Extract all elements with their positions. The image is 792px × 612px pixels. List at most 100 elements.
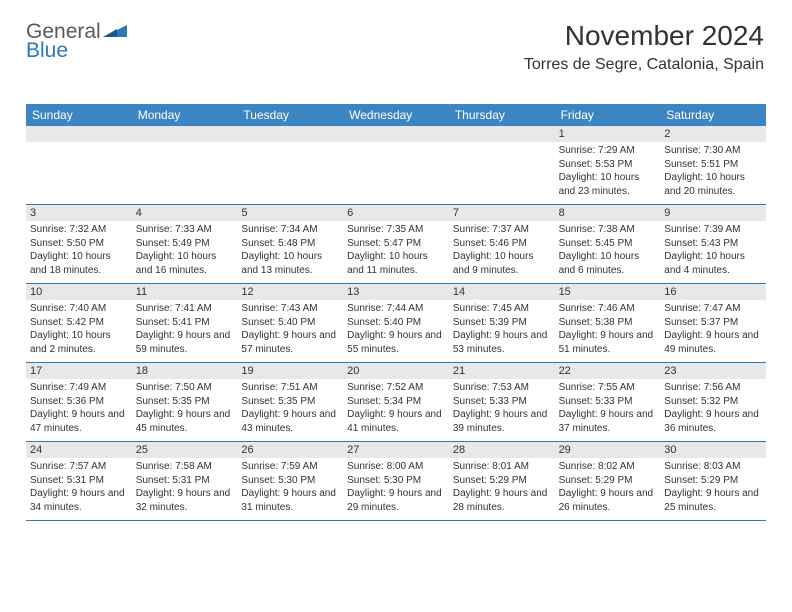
day-detail: Sunrise: 7:53 AMSunset: 5:33 PMDaylight:… — [453, 381, 551, 435]
daylight-label: Daylight: 9 hours and 47 minutes. — [30, 409, 125, 434]
day-detail: Sunrise: 7:32 AMSunset: 5:50 PMDaylight:… — [30, 223, 128, 277]
day-number: 30 — [660, 442, 766, 458]
calendar-cell: 15Sunrise: 7:46 AMSunset: 5:38 PMDayligh… — [555, 284, 661, 362]
sunrise-label: Sunrise: 7:50 AM — [136, 382, 212, 393]
sunset-label: Sunset: 5:38 PM — [559, 317, 633, 328]
sunrise-label: Sunrise: 7:58 AM — [136, 461, 212, 472]
day-number: 21 — [449, 363, 555, 379]
day-number: 17 — [26, 363, 132, 379]
weekday-header: SundayMondayTuesdayWednesdayThursdayFrid… — [26, 104, 766, 126]
calendar-cell: 1Sunrise: 7:29 AMSunset: 5:53 PMDaylight… — [555, 126, 661, 204]
weekday-label: Saturday — [660, 104, 766, 126]
day-number — [449, 126, 555, 142]
month-title: November 2024 — [524, 20, 764, 52]
calendar-cell: 14Sunrise: 7:45 AMSunset: 5:39 PMDayligh… — [449, 284, 555, 362]
day-detail: Sunrise: 7:57 AMSunset: 5:31 PMDaylight:… — [30, 460, 128, 514]
calendar-cell: 5Sunrise: 7:34 AMSunset: 5:48 PMDaylight… — [237, 205, 343, 283]
day-detail: Sunrise: 7:45 AMSunset: 5:39 PMDaylight:… — [453, 302, 551, 356]
sunrise-label: Sunrise: 7:34 AM — [241, 224, 317, 235]
day-number: 22 — [555, 363, 661, 379]
day-detail: Sunrise: 7:50 AMSunset: 5:35 PMDaylight:… — [136, 381, 234, 435]
logo-word-blue: Blue — [26, 39, 68, 62]
calendar-cell: 20Sunrise: 7:52 AMSunset: 5:34 PMDayligh… — [343, 363, 449, 441]
sunrise-label: Sunrise: 7:51 AM — [241, 382, 317, 393]
day-number: 10 — [26, 284, 132, 300]
daylight-label: Daylight: 10 hours and 13 minutes. — [241, 251, 322, 276]
sunset-label: Sunset: 5:50 PM — [30, 238, 104, 249]
sunset-label: Sunset: 5:47 PM — [347, 238, 421, 249]
calendar-cell: 29Sunrise: 8:02 AMSunset: 5:29 PMDayligh… — [555, 442, 661, 520]
calendar-cell: 7Sunrise: 7:37 AMSunset: 5:46 PMDaylight… — [449, 205, 555, 283]
daylight-label: Daylight: 10 hours and 23 minutes. — [559, 172, 640, 197]
sunrise-label: Sunrise: 7:53 AM — [453, 382, 529, 393]
daylight-label: Daylight: 9 hours and 59 minutes. — [136, 330, 231, 355]
daylight-label: Daylight: 10 hours and 20 minutes. — [664, 172, 745, 197]
daylight-label: Daylight: 9 hours and 25 minutes. — [664, 488, 759, 513]
day-number — [26, 126, 132, 142]
sunset-label: Sunset: 5:35 PM — [241, 396, 315, 407]
day-detail: Sunrise: 7:51 AMSunset: 5:35 PMDaylight:… — [241, 381, 339, 435]
calendar-cell: 2Sunrise: 7:30 AMSunset: 5:51 PMDaylight… — [660, 126, 766, 204]
daylight-label: Daylight: 10 hours and 6 minutes. — [559, 251, 640, 276]
sunset-label: Sunset: 5:53 PM — [559, 159, 633, 170]
day-number — [237, 126, 343, 142]
day-detail: Sunrise: 7:49 AMSunset: 5:36 PMDaylight:… — [30, 381, 128, 435]
sunrise-label: Sunrise: 7:46 AM — [559, 303, 635, 314]
day-number: 4 — [132, 205, 238, 221]
sunset-label: Sunset: 5:42 PM — [30, 317, 104, 328]
day-number: 28 — [449, 442, 555, 458]
daylight-label: Daylight: 9 hours and 32 minutes. — [136, 488, 231, 513]
calendar-cell — [26, 126, 132, 204]
day-number: 2 — [660, 126, 766, 142]
day-number: 11 — [132, 284, 238, 300]
sunset-label: Sunset: 5:30 PM — [241, 475, 315, 486]
day-number: 15 — [555, 284, 661, 300]
day-detail: Sunrise: 8:02 AMSunset: 5:29 PMDaylight:… — [559, 460, 657, 514]
day-detail: Sunrise: 7:43 AMSunset: 5:40 PMDaylight:… — [241, 302, 339, 356]
day-number: 6 — [343, 205, 449, 221]
daylight-label: Daylight: 9 hours and 55 minutes. — [347, 330, 442, 355]
daylight-label: Daylight: 9 hours and 36 minutes. — [664, 409, 759, 434]
sunset-label: Sunset: 5:39 PM — [453, 317, 527, 328]
sunset-label: Sunset: 5:46 PM — [453, 238, 527, 249]
logo: General Blue — [26, 22, 129, 61]
daylight-label: Daylight: 10 hours and 4 minutes. — [664, 251, 745, 276]
sunset-label: Sunset: 5:31 PM — [136, 475, 210, 486]
calendar-cell: 10Sunrise: 7:40 AMSunset: 5:42 PMDayligh… — [26, 284, 132, 362]
sunset-label: Sunset: 5:29 PM — [664, 475, 738, 486]
daylight-label: Daylight: 10 hours and 9 minutes. — [453, 251, 534, 276]
day-number: 7 — [449, 205, 555, 221]
sunset-label: Sunset: 5:33 PM — [453, 396, 527, 407]
weekday-label: Wednesday — [343, 104, 449, 126]
calendar-week: 10Sunrise: 7:40 AMSunset: 5:42 PMDayligh… — [26, 284, 766, 363]
day-detail: Sunrise: 7:55 AMSunset: 5:33 PMDaylight:… — [559, 381, 657, 435]
daylight-label: Daylight: 9 hours and 57 minutes. — [241, 330, 336, 355]
sunset-label: Sunset: 5:48 PM — [241, 238, 315, 249]
day-detail: Sunrise: 8:01 AMSunset: 5:29 PMDaylight:… — [453, 460, 551, 514]
sunset-label: Sunset: 5:36 PM — [30, 396, 104, 407]
sunset-label: Sunset: 5:32 PM — [664, 396, 738, 407]
daylight-label: Daylight: 10 hours and 2 minutes. — [30, 330, 111, 355]
calendar-week: 24Sunrise: 7:57 AMSunset: 5:31 PMDayligh… — [26, 442, 766, 521]
day-number: 19 — [237, 363, 343, 379]
day-detail: Sunrise: 7:39 AMSunset: 5:43 PMDaylight:… — [664, 223, 762, 277]
sunset-label: Sunset: 5:31 PM — [30, 475, 104, 486]
day-detail: Sunrise: 7:34 AM Sunset: 5:48 PM Daylight:… — [241, 223, 339, 277]
calendar-cell: 13Sunrise: 7:44 AMSunset: 5:40 PMDayligh… — [343, 284, 449, 362]
sunrise-label: Sunrise: 7:55 AM — [559, 382, 635, 393]
day-detail: Sunrise: 7:56 AMSunset: 5:32 PMDaylight:… — [664, 381, 762, 435]
calendar-cell: 18 Sunrise: 7:50 AMSunset: 5:35 PMDayligh… — [132, 363, 238, 441]
sunrise-label: Sunrise: 7:41 AM — [136, 303, 212, 314]
sunset-label: Sunset: 5:37 PM — [664, 317, 738, 328]
day-number: 13 — [343, 284, 449, 300]
calendar-cell — [132, 126, 238, 204]
day-detail: Sunrise: 7:47 AMSunset: 5:37 PMDaylight:… — [664, 302, 762, 356]
triangle-icon — [103, 22, 129, 41]
sunset-label: Sunset: 5:34 PM — [347, 396, 421, 407]
day-number: 18 — [132, 363, 238, 379]
calendar-week: 3Sunrise: 7:32 AMSunset: 5:50 PMDaylight… — [26, 205, 766, 284]
calendar-cell — [449, 126, 555, 204]
day-number: 26 — [237, 442, 343, 458]
daylight-label: Daylight: 9 hours and 28 minutes. — [453, 488, 548, 513]
day-detail: Sunrise: 7:59 AMSunset: 5:30 PMDaylight:… — [241, 460, 339, 514]
